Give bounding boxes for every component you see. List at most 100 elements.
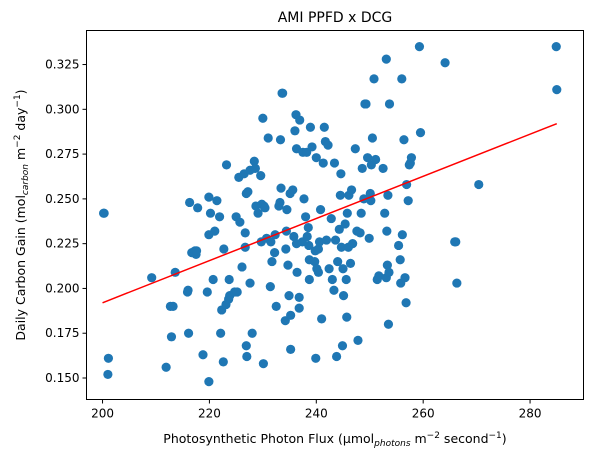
scatter-point-105 [304, 240, 314, 251]
scatter-point-152 [355, 228, 365, 238]
scatter-point-164 [369, 74, 379, 84]
x-axis-label: Photosynthetic Photon Flux (µmolphotons … [163, 431, 506, 449]
scatter-point-75 [275, 135, 286, 145]
scatter-point-148 [348, 239, 358, 249]
scatter-point-178 [393, 240, 404, 251]
scatter-point-132 [333, 256, 343, 267]
plot-frame [86, 30, 584, 400]
scatter-point-26 [210, 226, 220, 236]
scatter-point-140 [340, 219, 350, 229]
scatter-point-86 [286, 344, 296, 354]
scatter-point-181 [397, 74, 407, 84]
scatter-point-8 [168, 301, 178, 311]
scatter-point-61 [258, 113, 268, 123]
scatter-point-72 [271, 301, 281, 311]
scatter-point-43 [237, 262, 247, 272]
scatter-point-165 [371, 154, 381, 165]
scatter-point-177 [384, 99, 395, 109]
scatter-point-87 [286, 310, 296, 320]
scatter-point-138 [338, 264, 348, 274]
scatter-point-143 [342, 208, 352, 218]
scatter-point-130 [330, 235, 341, 245]
scatter-point-52 [245, 278, 255, 288]
scatter-point-27 [212, 196, 222, 206]
scatter-point-50 [243, 187, 253, 197]
scatter-point-20 [202, 287, 212, 297]
scatter-point-133 [334, 224, 344, 234]
scatter-point-66 [263, 133, 273, 143]
scatter-point-3 [103, 369, 113, 380]
scatter-point-125 [324, 264, 334, 274]
x-tick-label-3: 260 [412, 407, 435, 421]
scatter-point-175 [383, 319, 394, 329]
scatter-point-54 [249, 156, 259, 166]
scatter-point-5 [161, 362, 171, 372]
scatter-point-187 [403, 196, 413, 206]
scatter-point-19 [198, 350, 208, 360]
scatter-point-153 [356, 208, 366, 218]
scatter-point-108 [305, 122, 316, 132]
scatter-point-80 [281, 244, 291, 254]
scatter-point-116 [313, 267, 324, 277]
x-axis: 200 220 240 260 280 [91, 399, 542, 421]
scatter-point-74 [275, 197, 285, 208]
scatter-point-159 [364, 233, 374, 243]
scatter-point-31 [218, 357, 228, 367]
scatter-point-18 [193, 203, 203, 213]
scatter-point-124 [323, 140, 333, 150]
scatter-point-129 [329, 158, 340, 168]
scatter-point-69 [267, 256, 277, 267]
scatter-point-113 [311, 153, 321, 163]
scatter-point-183 [399, 135, 409, 145]
scatter-point-23 [204, 192, 214, 202]
scatter-point-90 [290, 126, 300, 136]
scatter-point-135 [336, 169, 346, 179]
scatter-point-112 [311, 353, 321, 363]
scatter-point-158 [363, 153, 373, 163]
scatter-point-94 [292, 267, 302, 277]
scatter-point-167 [374, 271, 384, 281]
scatter-point-139 [338, 291, 349, 301]
x-tick-label-2: 240 [305, 407, 328, 421]
scatter-point-126 [326, 213, 336, 224]
scatter-point-146 [345, 258, 356, 268]
x-tick-label-1: 220 [198, 407, 221, 421]
scatter-point-192 [415, 128, 426, 138]
scatter-point-120 [318, 158, 328, 168]
scatter-point-96 [294, 303, 304, 313]
scatter-point-191 [414, 42, 425, 52]
scatter-point-32 [219, 244, 229, 254]
y-tick-label-5: 0.275 [45, 147, 79, 161]
scatter-point-24 [205, 208, 216, 218]
y-tick-label-4: 0.250 [45, 192, 79, 206]
trend-line [102, 122, 558, 304]
y-tick-label-3: 0.225 [45, 237, 79, 251]
scatter-point-70 [270, 248, 280, 258]
scatter-point-184 [400, 273, 410, 283]
scatter-point-173 [382, 260, 392, 270]
plot-area [99, 42, 562, 387]
scatter-point-199 [552, 85, 562, 95]
scatter-point-84 [284, 291, 294, 301]
scatter-point-67 [265, 282, 275, 292]
scatter-point-46 [240, 228, 250, 238]
y-tick-label-7: 0.325 [45, 58, 79, 72]
scatter-point-193 [440, 58, 450, 68]
scatter-point-174 [383, 190, 393, 200]
scatter-point-2 [103, 353, 114, 363]
scatter-point-1 [99, 208, 109, 218]
scatter-point-107 [304, 274, 314, 285]
scatter-point-131 [332, 351, 342, 362]
x-tick-label-0: 200 [91, 407, 114, 421]
scatter-point-182 [397, 230, 407, 240]
scatter-point-109 [307, 142, 317, 152]
scatter-point-172 [382, 226, 392, 236]
scatter-point-197 [474, 179, 484, 190]
scatter-point-64 [260, 203, 270, 213]
scatter-point-12 [183, 328, 194, 338]
scatter-point-101 [301, 212, 311, 222]
scatter-point-141 [341, 274, 351, 285]
scatter-point-82 [282, 205, 292, 215]
scatter-point-163 [367, 133, 378, 143]
